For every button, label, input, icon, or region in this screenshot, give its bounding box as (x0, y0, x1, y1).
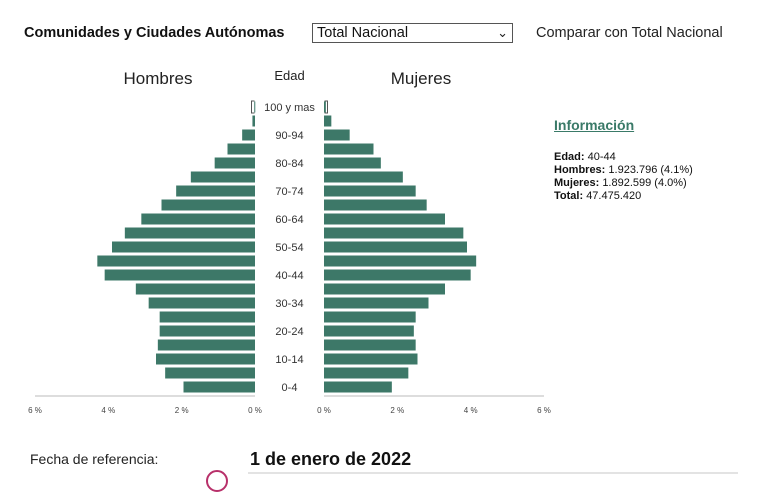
bar-hombres-25-29[interactable] (159, 311, 255, 323)
header-bar: Comunidades y Ciudades Autónomas Total N… (0, 0, 768, 60)
x-tick-left-1: 4 % (101, 406, 115, 415)
bar-hombres-30-34[interactable] (148, 297, 255, 309)
bar-mujeres-20-24[interactable] (324, 325, 414, 337)
info-total-value: 47.475.420 (586, 190, 642, 202)
info-total-label: Total: (554, 190, 584, 202)
bar-hombres-75-79[interactable] (190, 171, 255, 183)
bar-hombres-0-4[interactable] (183, 381, 256, 393)
x-tick-left-0: 6 % (28, 406, 42, 415)
info-age-label: Edad: (554, 151, 585, 163)
info-title[interactable]: Información (554, 117, 635, 133)
age-bracket-left (251, 100, 255, 114)
age-label-20-24: 20-24 (275, 326, 303, 338)
bar-hombres-50-54[interactable] (112, 241, 255, 253)
bar-hombres-80-84[interactable] (214, 157, 255, 169)
x-tick-right-2: 4 % (464, 406, 478, 415)
region-label: Comunidades y Ciudades Autónomas (24, 25, 285, 41)
bar-hombres-35-39[interactable] (135, 283, 255, 295)
bar-hombres-70-74[interactable] (176, 185, 255, 197)
bar-hombres-100 y mas[interactable] (254, 101, 256, 113)
age-bracket-right (324, 100, 328, 114)
age-label-80-84: 80-84 (275, 158, 303, 170)
bar-hombres-65-69[interactable] (161, 199, 256, 211)
bar-hombres-10-14[interactable] (156, 353, 255, 365)
info-age-value: 40-44 (587, 151, 616, 163)
bar-mujeres-10-14[interactable] (324, 353, 418, 365)
age-label-50-54: 50-54 (275, 242, 303, 254)
age-label-70-74: 70-74 (275, 186, 303, 198)
population-pyramid-chart: Hombres Edad Mujeres 0-4 10-14 20-24 30-34 40-4… (28, 68, 551, 415)
left-title: Hombres (124, 69, 193, 88)
age-label-90-94: 90-94 (275, 130, 303, 142)
bar-hombres-20-24[interactable] (159, 325, 255, 337)
chevron-down-icon: ⌄ (497, 25, 508, 40)
bar-hombres-95-99[interactable] (252, 115, 255, 127)
bar-mujeres-60-64[interactable] (324, 213, 445, 225)
age-label-30-34: 30-34 (275, 298, 303, 310)
center-title: Edad (274, 68, 304, 83)
info-women-label: Mujeres: (554, 177, 600, 189)
x-tick-right-3: 6 % (537, 406, 551, 415)
bar-mujeres-90-94[interactable] (324, 129, 350, 141)
bar-mujeres-75-79[interactable] (324, 171, 403, 183)
info-panel: Información Edad: 40-44 Hombres: 1.923.7… (554, 117, 754, 203)
x-tick-right-0: 0 % (317, 406, 331, 415)
bar-mujeres-100 y mas[interactable] (324, 101, 326, 113)
bar-hombres-85-89[interactable] (227, 143, 256, 155)
bar-mujeres-5-9[interactable] (324, 367, 409, 379)
bar-hombres-90-94[interactable] (242, 129, 255, 141)
age-label-40-44: 40-44 (275, 270, 303, 282)
bar-hombres-55-59[interactable] (124, 227, 255, 239)
bar-mujeres-0-4[interactable] (324, 381, 392, 393)
compare-link[interactable]: Comparar con Total Nacional (536, 25, 723, 41)
bar-mujeres-30-34[interactable] (324, 297, 429, 309)
bar-mujeres-15-19[interactable] (324, 339, 416, 351)
bar-mujeres-35-39[interactable] (324, 283, 445, 295)
region-select-value: Total Nacional (317, 25, 409, 41)
bar-mujeres-80-84[interactable] (324, 157, 381, 169)
reference-date-slider-track[interactable] (248, 472, 738, 474)
info-men-row: Hombres: 1.923.796 (4.1%) (554, 164, 754, 177)
bar-mujeres-95-99[interactable] (324, 115, 332, 127)
reference-date-value: 1 de enero de 2022 (250, 449, 412, 469)
bar-mujeres-55-59[interactable] (324, 227, 464, 239)
age-label-60-64: 60-64 (275, 214, 303, 226)
bar-mujeres-85-89[interactable] (324, 143, 374, 155)
info-total-row: Total: 47.475.420 (554, 190, 754, 203)
bar-mujeres-25-29[interactable] (324, 311, 416, 323)
right-title: Mujeres (391, 69, 451, 88)
info-age-row: Edad: 40-44 (554, 151, 754, 164)
age-label-0-4: 0-4 (282, 382, 298, 394)
x-tick-right-1: 2 % (390, 406, 404, 415)
bar-hombres-40-44[interactable] (104, 269, 256, 281)
bar-mujeres-50-54[interactable] (324, 241, 467, 253)
x-tick-left-2: 2 % (175, 406, 189, 415)
region-select[interactable]: Total Nacional ⌄ (312, 23, 513, 43)
info-women-row: Mujeres: 1.892.599 (4.0%) (554, 177, 754, 190)
info-women-value: 1.892.599 (4.0%) (602, 177, 687, 189)
x-tick-left-3: 0 % (248, 406, 262, 415)
bar-mujeres-70-74[interactable] (324, 185, 416, 197)
reference-date-label: Fecha de referencia: (30, 451, 159, 467)
bar-hombres-60-64[interactable] (141, 213, 255, 225)
bar-hombres-5-9[interactable] (165, 367, 255, 379)
age-label-10-14: 10-14 (275, 354, 303, 366)
bar-mujeres-40-44[interactable] (324, 269, 471, 281)
info-men-label: Hombres: (554, 164, 606, 176)
bar-mujeres-45-49[interactable] (324, 255, 477, 267)
bar-hombres-45-49[interactable] (97, 255, 255, 267)
reference-date-slider-handle[interactable] (206, 470, 228, 492)
age-label-100 y mas: 100 y mas (264, 102, 315, 114)
bar-mujeres-65-69[interactable] (324, 199, 427, 211)
info-men-value: 1.923.796 (4.1%) (608, 164, 693, 176)
bar-hombres-15-19[interactable] (157, 339, 255, 351)
